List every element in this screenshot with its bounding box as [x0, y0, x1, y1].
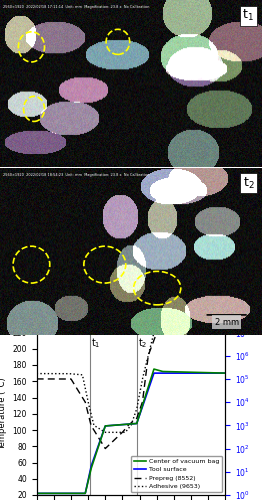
Text: t$_1$: t$_1$	[242, 8, 254, 24]
Text: 2 mm: 2 mm	[215, 318, 239, 326]
Text: 2560×1920  2022/02/18 18:54:23  Unit: mm  Magnification: 23.8 x  No Calibration: 2560×1920 2022/02/18 18:54:23 Unit: mm M…	[3, 172, 149, 176]
Legend: Center of vacuum bag, Tool surface, Prepreg (8552), Adhesive (9653): Center of vacuum bag, Tool surface, Prep…	[131, 456, 222, 492]
Text: t$_1$: t$_1$	[91, 336, 101, 350]
Text: t$_2$: t$_2$	[138, 336, 147, 350]
Text: t$_2$: t$_2$	[243, 176, 254, 191]
Y-axis label: Temperature (°C): Temperature (°C)	[0, 378, 7, 450]
Text: 2560×1920  2022/02/18 17:11:14  Unit: mm  Magnification: 23.8 x  No Calibration: 2560×1920 2022/02/18 17:11:14 Unit: mm M…	[3, 5, 149, 9]
